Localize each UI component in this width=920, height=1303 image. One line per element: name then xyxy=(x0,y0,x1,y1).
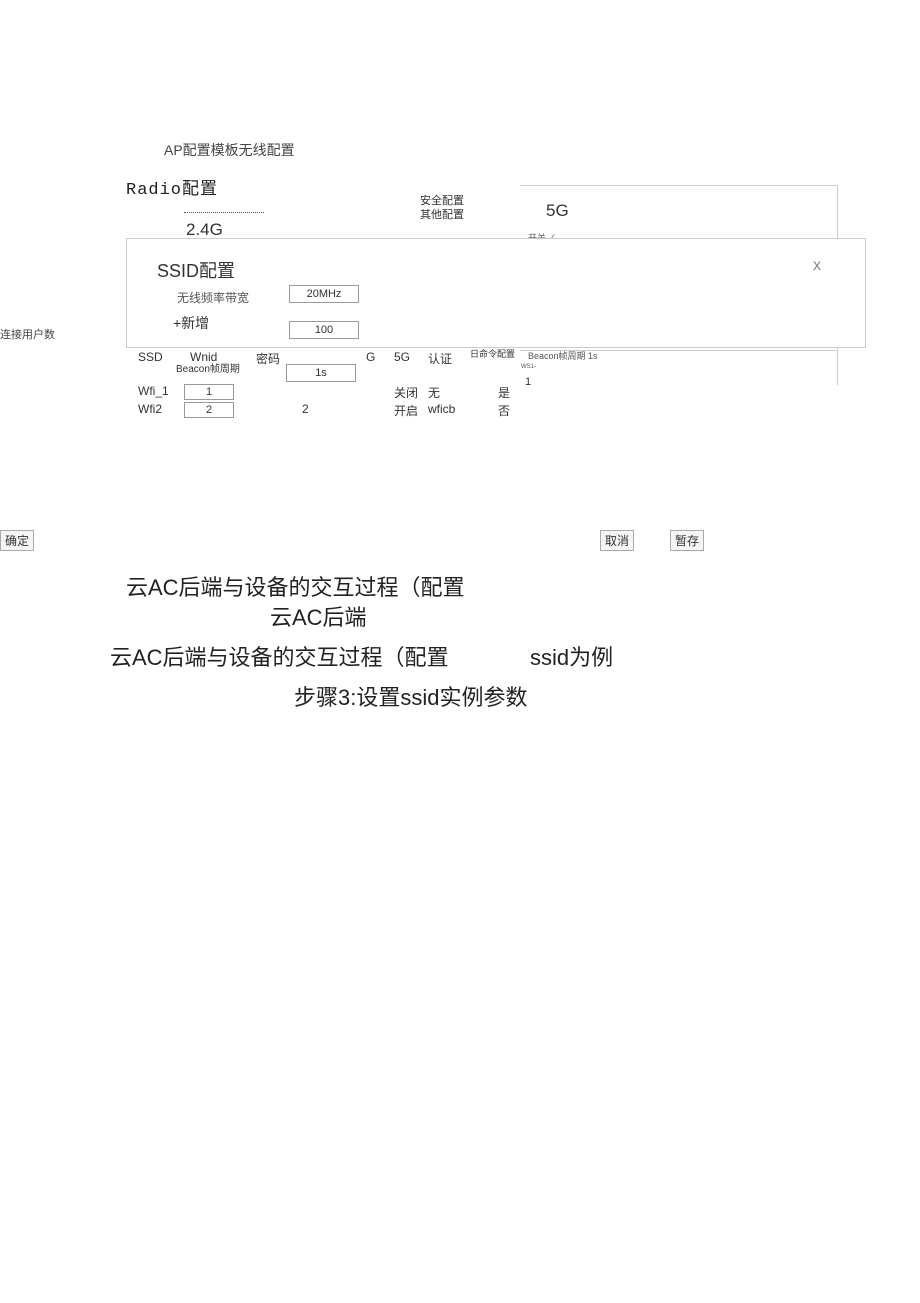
beacon-period-input[interactable]: 1s xyxy=(286,364,356,382)
table-row[interactable]: Wfi2 2 2 开启 wficb 否 xyxy=(126,402,546,420)
save-button[interactable]: 暂存 xyxy=(670,530,704,551)
footer-text-2: 云AC后端 xyxy=(270,600,367,632)
th-g: G xyxy=(366,350,375,364)
tab-24g[interactable]: 2.4G xyxy=(186,220,223,240)
th-beacon: Beacon帧周期 xyxy=(176,360,240,375)
cell-yn: 否 xyxy=(498,402,510,419)
ssid-table: SSD Wnid Beacon帧周期 密码 1s G 5G 认证 日命令配置 W… xyxy=(126,350,546,420)
cell-ssid: Wfi2 xyxy=(138,402,162,416)
add-new-button[interactable]: +新增 xyxy=(173,313,209,333)
tab-5g[interactable]: 5G xyxy=(546,201,569,221)
page-title: AP配置模板无线配置 xyxy=(164,140,295,160)
cell-ssid: Wfi_1 xyxy=(138,384,169,398)
bandwidth-label: 无线频率带宽 xyxy=(177,289,249,306)
tab-24g-underline xyxy=(184,212,264,213)
user-count-input[interactable]: 100 xyxy=(289,321,359,339)
cell-auth: wficb xyxy=(428,402,455,416)
th-ssid: SSD xyxy=(138,350,163,364)
cell-auth: 无 xyxy=(428,384,440,401)
table-header: SSD Wnid Beacon帧周期 密码 1s G 5G 认证 日命令配置 xyxy=(126,350,546,370)
th-5g: 5G xyxy=(394,350,410,364)
cell-pwd: 2 xyxy=(302,402,309,416)
confirm-button[interactable]: 确定 xyxy=(0,530,34,551)
th-password: 密码 xyxy=(256,350,280,367)
footer-text-3b: ssid为例 xyxy=(530,640,613,672)
cell-wnid-input[interactable]: 2 xyxy=(184,402,234,418)
footer-text-1: 云AC后端与设备的交互过程（配置 xyxy=(126,570,465,602)
close-icon[interactable]: x xyxy=(813,257,821,275)
bandwidth-select[interactable]: 20MHz xyxy=(289,285,359,303)
table-row[interactable]: Wfi_1 1 关闭 无 是 xyxy=(126,384,546,402)
cell-wnid-input[interactable]: 1 xyxy=(184,384,234,400)
connected-users-label: 连接用户数 xyxy=(0,326,55,342)
ssid-config-panel: SSID配置 x 无线频率带宽 20MHz +新增 100 xyxy=(126,238,866,348)
cell-yn: 是 xyxy=(498,384,510,401)
ssid-config-title: SSID配置 xyxy=(157,257,235,283)
footer-text-4: 步骤3:设置ssid实例参数 xyxy=(294,680,527,712)
cell-5g: 开启 xyxy=(394,402,418,419)
cancel-button[interactable]: 取消 xyxy=(600,530,634,551)
th-hide: 日命令配置 xyxy=(470,350,515,359)
footer-text-3a: 云AC后端与设备的交互过程（配置 xyxy=(110,640,449,672)
cell-5g: 关闭 xyxy=(394,384,418,401)
th-auth: 认证 xyxy=(428,350,452,367)
